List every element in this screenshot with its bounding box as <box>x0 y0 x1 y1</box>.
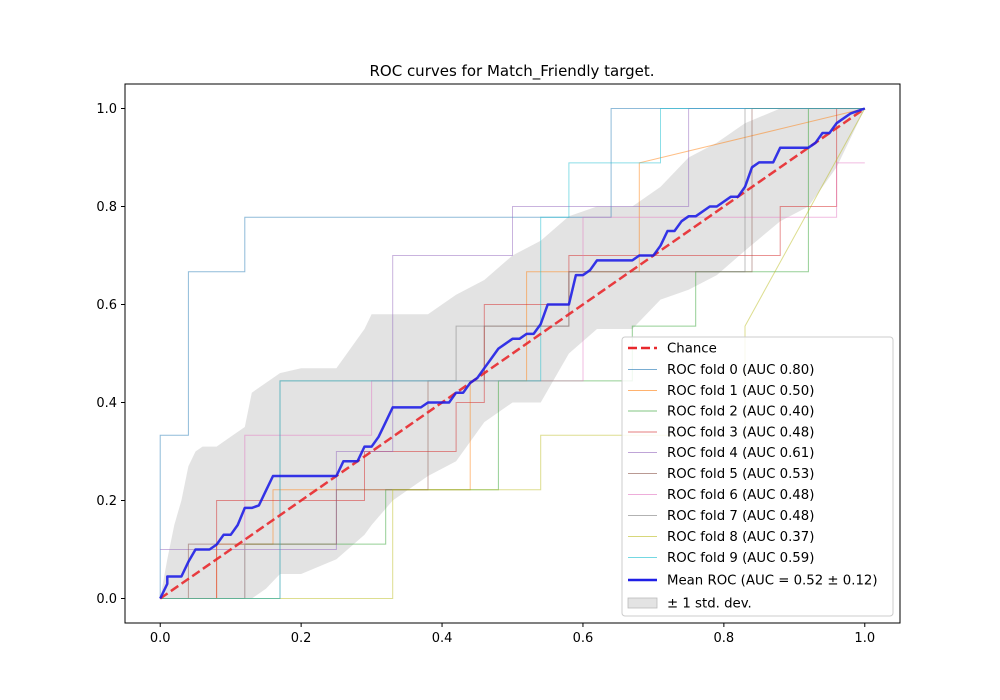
legend-chance: Chance <box>628 342 717 357</box>
x-axis: 0.0 0.2 0.4 0.6 0.8 1.0 <box>150 623 875 646</box>
y-tick-label: 0.6 <box>96 298 117 313</box>
legend-fold-9: ROC fold 9 (AUC 0.59) <box>628 551 814 566</box>
y-tick-label: 0.8 <box>96 200 117 215</box>
roc-fold-0-line <box>159 108 865 599</box>
legend-fold-5: ROC fold 5 (AUC 0.53) <box>628 467 814 482</box>
legend-fold-3: ROC fold 3 (AUC 0.48) <box>628 426 814 441</box>
legend-fold-7: ROC fold 7 (AUC 0.48) <box>628 509 814 524</box>
plot-frame <box>124 83 901 624</box>
x-tick-label: 0.4 <box>432 631 453 646</box>
legend-fold-0-label: ROC fold 0 (AUC 0.80) <box>667 363 814 378</box>
mean-roc-layer <box>159 107 866 600</box>
y-tick-label: 1.0 <box>96 102 117 117</box>
x-tick-label: 0.8 <box>714 631 735 646</box>
legend-fold-8: ROC fold 8 (AUC 0.37) <box>628 530 814 545</box>
x-tick-label: 0.6 <box>573 631 594 646</box>
legend-fold-4: ROC fold 4 (AUC 0.61) <box>628 446 814 461</box>
legend-chance-label: Chance <box>667 342 717 357</box>
legend-fold-0: ROC fold 0 (AUC 0.80) <box>628 363 814 378</box>
y-tick-label: 0.0 <box>96 592 117 607</box>
legend-fold-1-label: ROC fold 1 (AUC 0.50) <box>667 384 814 399</box>
legend-fold-2-label: ROC fold 2 (AUC 0.40) <box>667 405 814 420</box>
y-tick-label: 0.2 <box>96 494 117 509</box>
legend-fold-6: ROC fold 6 (AUC 0.48) <box>628 488 814 503</box>
x-tick-label: 1.0 <box>854 631 875 646</box>
chance-line-layer <box>159 107 866 600</box>
legend-std-dev-label: ± 1 std. dev. <box>667 597 752 612</box>
plot-area: 0.0 0.2 0.4 0.6 0.8 1.0 0.0 0.2 0.4 0.6 0.8 1.0 <box>96 83 901 646</box>
legend-mean-roc-label: Mean ROC (AUC = 0.52 ± 0.12) <box>667 574 878 589</box>
x-tick-label: 0.2 <box>291 631 312 646</box>
legend-std-dev: ± 1 std. dev. <box>627 597 752 612</box>
y-tick-label: 0.4 <box>96 396 117 411</box>
x-tick-label: 0.0 <box>150 631 171 646</box>
roc-fold-9-line <box>160 108 865 599</box>
legend-items: Chance ROC fold 0 (AUC 0.80) ROC fold 1 (A… <box>627 342 878 612</box>
legend-fold-3-label: ROC fold 3 (AUC 0.48) <box>667 426 814 441</box>
legend-fold-4-label: ROC fold 4 (AUC 0.61) <box>667 446 814 461</box>
chance-line <box>159 107 866 600</box>
legend-fold-5-label: ROC fold 5 (AUC 0.53) <box>667 467 814 482</box>
legend-fold-9-label: ROC fold 9 (AUC 0.59) <box>667 551 814 566</box>
legend-box <box>621 336 894 617</box>
legend-fold-8-label: ROC fold 8 (AUC 0.37) <box>667 530 814 545</box>
legend-mean-roc: Mean ROC (AUC = 0.52 ± 0.12) <box>628 574 878 589</box>
y-axis: 0.0 0.2 0.4 0.6 0.8 1.0 <box>96 102 125 607</box>
chart-title: ROC curves for Match_Friendly target. <box>369 62 654 81</box>
legend-fold-7-label: ROC fold 7 (AUC 0.48) <box>667 509 814 524</box>
legend-fold-1: ROC fold 1 (AUC 0.50) <box>628 384 814 399</box>
legend-fold-2: ROC fold 2 (AUC 0.40) <box>628 405 814 420</box>
mean-roc-line <box>159 107 866 600</box>
legend-std-dev-swatch <box>627 597 658 609</box>
legend-fold-6-label: ROC fold 6 (AUC 0.48) <box>667 488 814 503</box>
legend: Chance ROC fold 0 (AUC 0.80) ROC fold 1 (A… <box>621 336 894 617</box>
